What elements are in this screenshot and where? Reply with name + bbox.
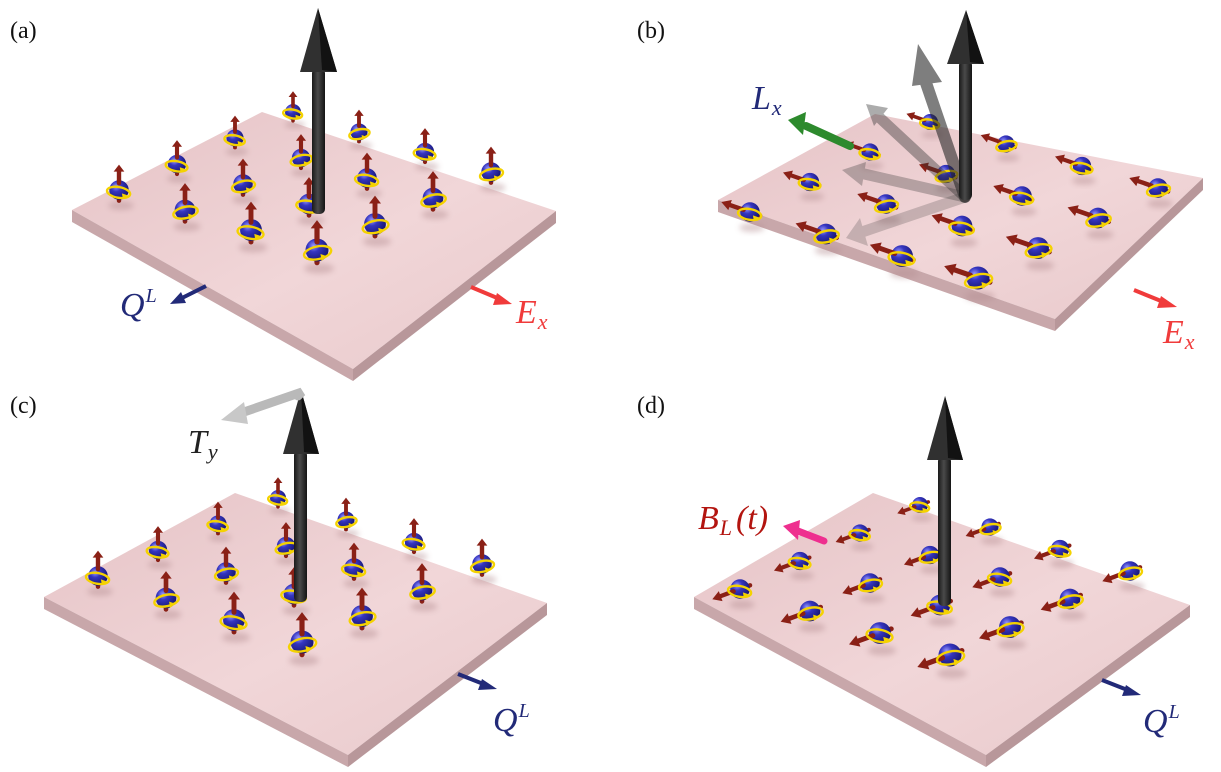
spin-lattice: [105, 91, 506, 274]
spin-site: [1102, 561, 1145, 591]
spin-site: [1005, 234, 1055, 271]
spin-site: [1055, 154, 1096, 185]
spin-lattice: [84, 477, 497, 666]
T-vector-arrow-c: [221, 387, 306, 424]
Q-symbol-d: QL: [1143, 701, 1180, 740]
spin-site: [917, 643, 967, 679]
E-field-arrow-b: [1133, 288, 1177, 308]
spin-site: [105, 164, 134, 210]
spin-site: [353, 152, 382, 198]
B-symbol-d: BL (t): [698, 500, 769, 540]
precessing-magnetization: [842, 10, 984, 246]
spin-site: [903, 545, 944, 574]
spin-site: [153, 571, 182, 620]
panel-b: [718, 10, 1203, 331]
magnetization-arrow: [283, 390, 319, 602]
L-symbol-b: Lx: [752, 80, 782, 120]
spin-site: [230, 158, 258, 204]
spin-site: [712, 579, 755, 609]
panel-label-a: (a): [10, 18, 37, 44]
T-symbol-c: Ty: [188, 424, 218, 464]
spin-site: [972, 567, 1015, 597]
spin-site: [944, 263, 995, 302]
spin-site: [409, 563, 438, 612]
spin-site: [773, 551, 814, 580]
spin-site: [1033, 539, 1074, 568]
spin-site: [236, 201, 268, 253]
spin-site: [965, 518, 1004, 545]
spin-site: [844, 141, 884, 170]
Q-vector-arrow-a: [170, 284, 207, 304]
spin-site: [164, 140, 191, 183]
magnetization-arrow: [927, 396, 963, 606]
spin-site: [1040, 588, 1086, 621]
panel-d: [694, 396, 1190, 767]
panel-label-d: (d): [637, 393, 665, 419]
L-vector-arrow-b: [788, 112, 854, 150]
spin-site: [281, 91, 306, 129]
spin-site: [931, 213, 978, 248]
spin-site: [980, 133, 1020, 162]
Q-vector-arrow-c: [457, 672, 497, 690]
spin-site: [223, 115, 249, 156]
spin-site: [412, 128, 439, 171]
spin-site: [340, 542, 369, 588]
spin-site: [795, 221, 842, 256]
spin-site: [287, 612, 319, 666]
Q-symbol-c: QL: [493, 700, 530, 739]
spin-site: [993, 183, 1037, 216]
E-symbol-b: Ex: [1163, 314, 1195, 354]
spin-site: [302, 220, 334, 274]
spin-site: [721, 199, 765, 232]
spin-site: [835, 524, 874, 551]
spin-site: [348, 109, 373, 150]
Q-symbol-a: QL: [120, 285, 157, 324]
spin-site: [420, 171, 449, 220]
spin-site: [1129, 175, 1173, 208]
spin-site: [206, 501, 232, 542]
spin-site: [1067, 205, 1114, 240]
spin-site: [361, 195, 392, 247]
panel-label-b: (b): [637, 18, 665, 44]
spin-site: [219, 591, 251, 643]
spin-site: [849, 622, 897, 656]
spin-site: [897, 497, 933, 522]
spin-site: [979, 616, 1027, 650]
spin-lattice: [712, 497, 1145, 679]
vector-arrows: [170, 112, 1177, 696]
substrate-plate: [44, 493, 547, 767]
panel-c: [44, 390, 547, 767]
spin-site: [335, 497, 360, 538]
spin-site: [869, 242, 919, 279]
spin-site: [857, 191, 901, 224]
Q-vector-arrow-d: [1101, 678, 1141, 696]
spin-site: [478, 146, 506, 192]
spin-site: [145, 526, 172, 569]
magnetization-arrow: [300, 8, 337, 214]
panel-a: [72, 8, 556, 381]
B-field-arrow-d: [783, 520, 828, 545]
spin-site: [783, 170, 824, 201]
spin-site: [780, 600, 826, 633]
spin-site: [274, 522, 300, 565]
spin-site: [266, 477, 291, 515]
spin-lattice: [721, 112, 1173, 302]
spin-site: [842, 573, 885, 603]
spin-site: [172, 183, 201, 232]
E-symbol-a: Ex: [516, 294, 548, 334]
spin-site: [401, 518, 428, 561]
spin-site: [84, 550, 113, 596]
panel-label-c: (c): [10, 393, 37, 419]
spin-site: [213, 546, 241, 592]
spin-site: [469, 538, 497, 584]
spin-site: [348, 587, 379, 639]
E-field-arrow-a: [470, 285, 512, 305]
